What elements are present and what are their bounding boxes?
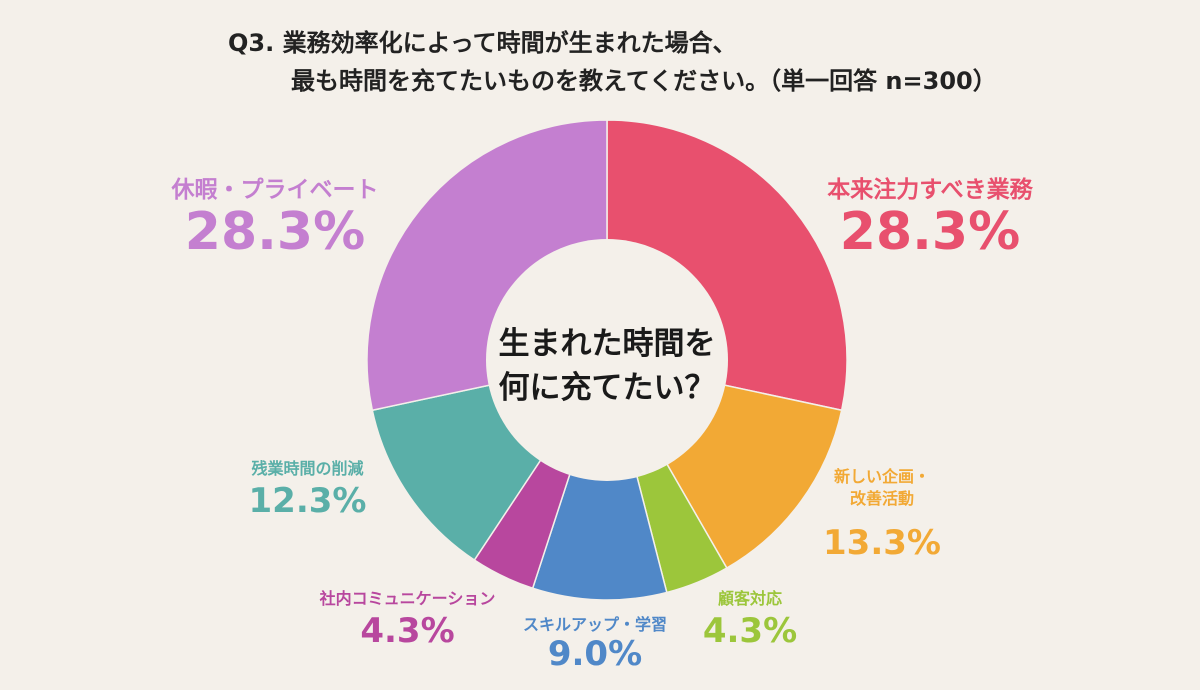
- center-label-line-2: 何に充てたい？: [498, 370, 716, 406]
- label-skillup-name: スキルアップ・学習: [522, 615, 667, 634]
- label-zangyo-name: 残業時間の削減: [251, 459, 364, 478]
- title-line-1: Q3. 業務効率化によって時間が生まれた場合、: [228, 29, 737, 57]
- label-kyuka-name: 休暇・プライベート: [171, 177, 379, 203]
- donut-hole: [486, 239, 728, 481]
- center-label: 生まれた時間を 何に充てたい？: [487, 322, 727, 410]
- label-kokyaku: 顧客対応 4.3%: [690, 588, 810, 652]
- label-kyuka: 休暇・プライベート 28.3%: [160, 170, 390, 260]
- label-kokyaku-name: 顧客対応: [717, 589, 782, 608]
- label-honrai-value: 28.3%: [839, 202, 1021, 262]
- label-honrai-name: 本来注力すべき業務: [827, 177, 1033, 203]
- label-skillup: スキルアップ・学習 9.0%: [505, 614, 685, 672]
- label-comm-name: 社内コミュニケーション: [319, 589, 496, 608]
- label-honrai: 本来注力すべき業務 28.3%: [815, 170, 1045, 260]
- label-kikaku-name-2: 改善活動: [849, 489, 914, 508]
- chart-title: Q3. 業務効率化によって時間が生まれた場合、 最も時間を充てたいものを教えてく…: [228, 24, 997, 100]
- label-zangyo-value: 12.3%: [248, 481, 367, 521]
- label-kyuka-value: 28.3%: [184, 202, 366, 262]
- center-label-line-1: 生まれた時間を: [498, 326, 716, 362]
- label-skillup-value: 9.0%: [547, 634, 643, 674]
- label-kikaku-value: 13.3%: [823, 523, 941, 563]
- label-kokyaku-value: 4.3%: [702, 611, 798, 651]
- label-kikaku: 新しい企画・ 改善活動 13.3%: [822, 466, 942, 564]
- label-zangyo: 残業時間の削減 12.3%: [225, 458, 390, 522]
- label-comm-value: 4.3%: [360, 611, 455, 651]
- label-comm: 社内コミュニケーション 4.3%: [300, 588, 515, 652]
- label-kikaku-name-1: 新しい企画・: [833, 467, 930, 486]
- title-line-2: 最も時間を充てたいものを教えてください。（単一回答 n=300）: [291, 67, 997, 95]
